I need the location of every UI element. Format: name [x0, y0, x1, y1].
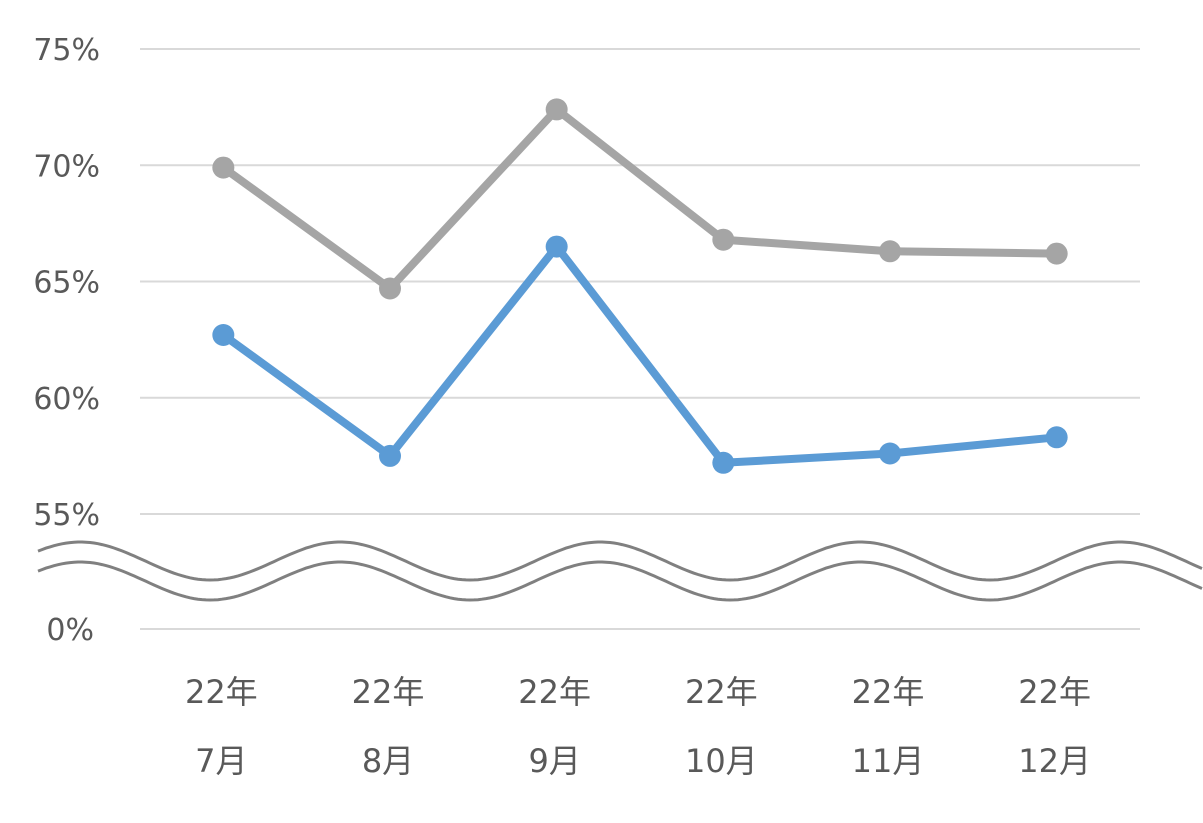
- x-tick-label-year: 22年: [852, 673, 925, 711]
- data-point: [379, 277, 401, 300]
- data-point: [879, 240, 901, 263]
- data-point: [712, 228, 735, 251]
- y-tick-label: 65%: [33, 266, 100, 301]
- x-tick-label-month: 8月: [362, 742, 414, 780]
- data-point: [379, 444, 401, 467]
- x-tick-label-year: 22年: [352, 673, 425, 711]
- series-line: [219, 242, 1061, 467]
- data-point: [545, 235, 568, 258]
- data-point: [1045, 242, 1068, 265]
- data-point: [712, 451, 735, 474]
- series-1: [212, 98, 1068, 300]
- data-point: [545, 98, 568, 121]
- axis-break-mark: [34, 531, 1203, 602]
- y-tick-label: 60%: [33, 382, 100, 417]
- x-tick-label-year: 22年: [185, 673, 258, 711]
- x-tick-label-month: 11月: [852, 742, 925, 780]
- break-line-upper: [37, 540, 1203, 582]
- y-tick-label: 75%: [33, 33, 100, 68]
- break-line-lower: [37, 560, 1203, 602]
- series-layer: [212, 98, 1068, 474]
- data-point: [1045, 426, 1068, 449]
- series-2: [212, 235, 1068, 474]
- x-tick-label-year: 22年: [685, 673, 758, 711]
- x-tick-label-month: 12月: [1018, 742, 1091, 780]
- series-line: [219, 105, 1061, 293]
- x-tick-label-year: 22年: [518, 673, 591, 711]
- y-tick-label: 70%: [33, 149, 100, 184]
- y-tick-label: 0%: [46, 613, 94, 648]
- x-tick-label-month: 9月: [528, 742, 580, 780]
- y-tick-label: 55%: [33, 498, 100, 533]
- y-axis-ticks: 55% 60% 65% 70% 75% 0%: [33, 33, 100, 648]
- data-point: [212, 156, 235, 179]
- data-point: [212, 324, 235, 346]
- x-axis-ticks: 22年 7月 22年 8月 22年 9月 22年 10月 22年 11月 22年 12月: [185, 673, 1091, 780]
- data-point: [879, 442, 901, 465]
- x-tick-label-month: 7月: [195, 742, 247, 780]
- x-tick-label-year: 22年: [1018, 673, 1091, 711]
- x-tick-label-month: 10月: [685, 742, 758, 780]
